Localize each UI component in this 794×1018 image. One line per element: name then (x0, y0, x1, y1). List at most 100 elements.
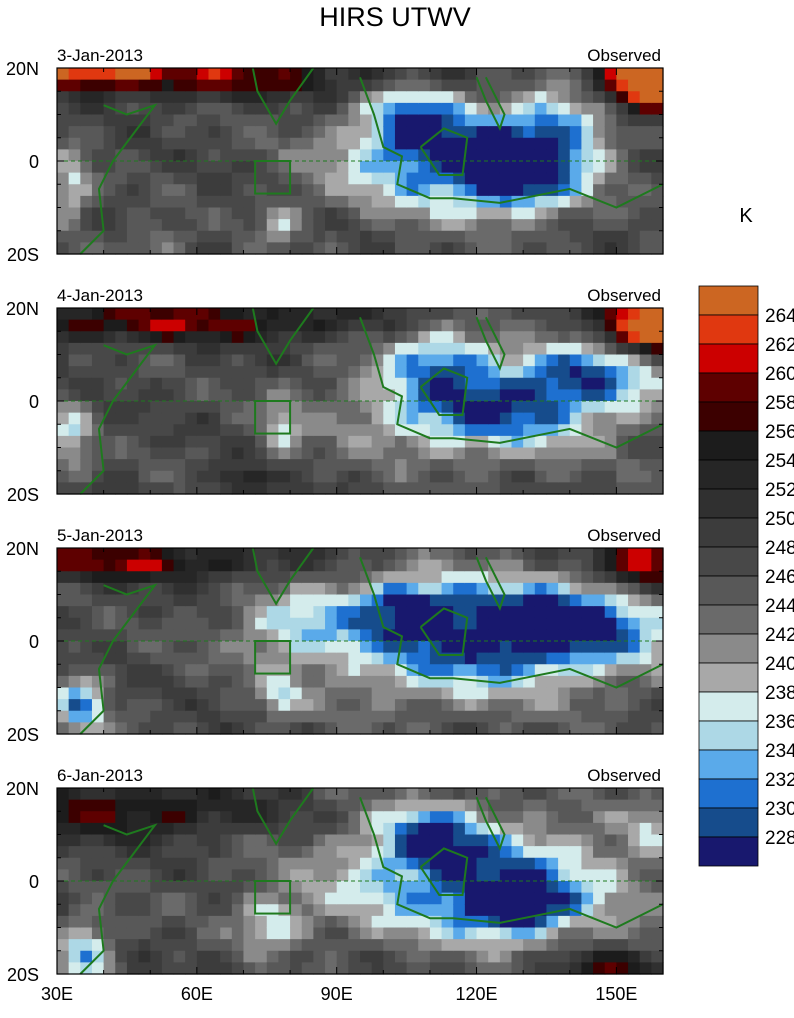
field-cell (628, 857, 641, 870)
field-cell (348, 939, 361, 952)
field-cell (138, 846, 151, 859)
field-cell (383, 230, 396, 243)
field-cell (581, 242, 594, 255)
field-cell (476, 664, 489, 677)
field-cell (429, 710, 443, 723)
field-cell (126, 687, 140, 700)
field-cell (68, 881, 81, 894)
field-cell (208, 939, 221, 952)
field-cell (534, 377, 548, 390)
field-cell (569, 548, 583, 561)
field-cell (150, 137, 163, 150)
field-cell (523, 617, 536, 630)
field-cell (196, 91, 210, 104)
field-cell (208, 606, 221, 619)
field-cell (243, 377, 256, 390)
field-cell (616, 799, 629, 812)
field-cell (336, 869, 349, 882)
field-cell (161, 470, 175, 483)
field-cell (208, 172, 221, 185)
field-cell (278, 354, 291, 367)
field-cell (464, 195, 478, 209)
field-cell (68, 857, 81, 870)
field-cell (348, 892, 361, 905)
field-cell (546, 68, 559, 81)
field-cell (499, 308, 513, 321)
field-cell (115, 412, 128, 425)
field-cell (441, 308, 454, 321)
field-cell (103, 207, 116, 220)
field-cell (593, 79, 606, 92)
field-cell (103, 788, 116, 801)
field-cell (138, 617, 151, 630)
field-cell (138, 230, 151, 243)
field-cell (57, 401, 70, 414)
coastline (251, 307, 315, 366)
field-cell (360, 435, 373, 449)
field-cell (394, 137, 408, 150)
field-cell (91, 857, 105, 870)
field-cell (138, 68, 151, 81)
colorbar-label: 260 (765, 364, 794, 385)
field-cell (243, 606, 256, 619)
field-cell (115, 184, 128, 197)
field-cell (534, 172, 548, 185)
field-cell (208, 904, 221, 917)
field-cell (348, 710, 361, 723)
field-cell (499, 664, 513, 677)
field-cell (290, 354, 303, 367)
field-cell (161, 447, 175, 460)
field-cell (569, 559, 583, 572)
field-cell (290, 389, 303, 402)
field-cell (161, 230, 175, 243)
field-cell (336, 242, 349, 255)
field-cell (569, 834, 583, 847)
field-cell (220, 722, 233, 735)
field-cell (546, 594, 559, 607)
field-cell (523, 470, 536, 483)
field-cell (138, 137, 151, 150)
field-cell (488, 904, 501, 917)
colorbar-box (698, 604, 759, 635)
field-cell (68, 377, 81, 390)
field-cell (406, 617, 419, 630)
field-cell (604, 459, 617, 472)
field-cell (558, 102, 571, 116)
field-cell (290, 962, 303, 975)
field-cell (243, 811, 256, 824)
field-cell (406, 641, 419, 654)
field-cell (453, 799, 466, 812)
field-cell (523, 424, 536, 437)
field-cell (593, 331, 606, 344)
field-cell (243, 857, 256, 870)
field-cell (290, 834, 303, 847)
colorbar-label: 264 (765, 306, 794, 327)
field-cell (290, 424, 303, 437)
field-cell (558, 401, 571, 414)
field-cell (639, 219, 652, 232)
field-cell (429, 149, 443, 162)
field-cell (534, 308, 548, 321)
field-cell (523, 811, 536, 824)
field-cell (290, 342, 303, 356)
field-cell (546, 377, 559, 390)
field-cell (173, 389, 186, 402)
field-cell (488, 548, 501, 561)
field-cell (161, 950, 175, 963)
field-cell (80, 184, 93, 197)
field-cell (558, 582, 571, 596)
field-cell (360, 366, 373, 379)
field-cell (546, 308, 559, 321)
field-cell (558, 652, 571, 665)
field-cell (523, 594, 536, 607)
field-cell (639, 149, 652, 162)
field-cell (499, 939, 513, 952)
field-cell (231, 788, 245, 801)
field-cell (278, 447, 291, 460)
field-cell (336, 548, 349, 561)
field-cell (488, 881, 501, 894)
field-cell (150, 354, 163, 367)
field-cell (628, 915, 641, 929)
field-cell (243, 559, 256, 572)
field-cell (278, 424, 291, 437)
